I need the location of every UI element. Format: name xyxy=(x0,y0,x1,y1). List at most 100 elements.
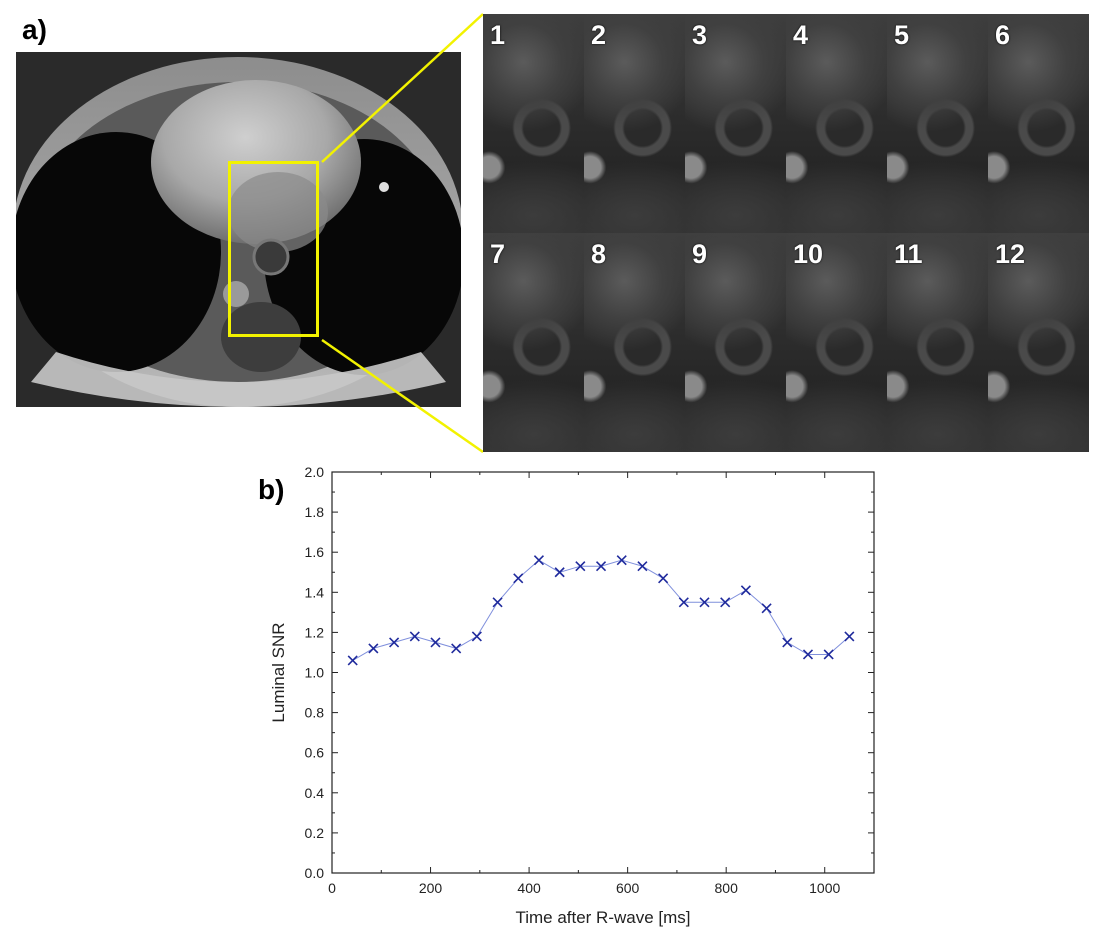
cine-frame: 7 xyxy=(483,233,584,452)
data-point xyxy=(513,573,524,584)
data-point-stroke xyxy=(430,637,441,648)
x-tick-label: 600 xyxy=(616,880,640,896)
data-point-stroke xyxy=(575,561,586,572)
data-point xyxy=(533,555,545,566)
cine-frame: 11 xyxy=(887,233,988,452)
frame-number: 12 xyxy=(995,239,1026,269)
y-tick-label: 1.0 xyxy=(305,665,325,681)
x-tick-label: 200 xyxy=(419,880,443,896)
data-point-stroke xyxy=(409,631,420,642)
data-point-stroke xyxy=(554,567,565,578)
data-point xyxy=(802,649,814,660)
data-point xyxy=(637,561,648,572)
snr-line-chart: 0.0 0.2 0.4 0.6 0.8 1.0 1.2 1.4 1.6 1.8 2.0 0 200 400… xyxy=(269,464,875,927)
data-point xyxy=(761,603,772,614)
y-tick-label: 1.8 xyxy=(305,504,325,520)
data-point xyxy=(782,637,793,648)
frame-number: 7 xyxy=(490,239,506,269)
data-point xyxy=(492,597,503,608)
data-point xyxy=(658,573,669,584)
data-point xyxy=(554,567,565,578)
data-point-stroke xyxy=(513,573,524,584)
data-point xyxy=(678,597,689,608)
y-tick-label: 2.0 xyxy=(305,464,325,480)
cine-frame: 3 xyxy=(685,14,786,233)
frame-number: 11 xyxy=(894,239,923,269)
plot-frame xyxy=(331,471,875,874)
data-point xyxy=(595,561,607,572)
data-point-stroke xyxy=(637,561,648,572)
data-point-stroke xyxy=(492,597,503,608)
cine-frame: 10 xyxy=(786,233,887,452)
mri-axial-image xyxy=(16,52,461,407)
frame-number: 2 xyxy=(591,20,607,50)
y-tick-label: 1.2 xyxy=(305,624,325,640)
data-point-stroke xyxy=(533,555,545,566)
x-tick-label: 0 xyxy=(328,880,336,896)
data-point xyxy=(409,631,420,642)
y-tick-label: 0.6 xyxy=(305,745,325,761)
data-point xyxy=(575,561,586,572)
data-point-stroke xyxy=(389,637,400,648)
data-point xyxy=(844,631,855,642)
data-point-stroke xyxy=(451,643,462,654)
cine-frame-grid: 1 2 3 4 5 6 7 8 9 10 11 12 xyxy=(483,14,1089,452)
data-point-stroke xyxy=(658,573,669,584)
data-point-stroke xyxy=(823,649,834,660)
data-point xyxy=(430,637,441,648)
data-point xyxy=(699,597,710,608)
y-tick-label: 0.8 xyxy=(305,705,325,721)
data-point xyxy=(720,597,731,608)
data-point-stroke xyxy=(782,637,793,648)
data-point xyxy=(471,631,482,642)
cine-frame: 5 xyxy=(887,14,988,233)
cine-frame: 2 xyxy=(584,14,685,233)
frame-number: 3 xyxy=(692,20,708,50)
cine-frame: 4 xyxy=(786,14,887,233)
data-point-stroke xyxy=(720,597,731,608)
frame-number: 5 xyxy=(894,20,910,50)
roi-box xyxy=(228,161,319,337)
cine-frame: 8 xyxy=(584,233,685,452)
y-tick-label: 0.2 xyxy=(305,825,325,841)
data-point xyxy=(451,643,462,654)
data-point-stroke xyxy=(678,597,689,608)
data-point-stroke xyxy=(844,631,855,642)
cine-frame: 9 xyxy=(685,233,786,452)
y-axis-title: Luminal SNR xyxy=(269,622,288,722)
cine-frame: 12 xyxy=(988,233,1089,452)
data-point-stroke xyxy=(347,655,358,666)
data-point xyxy=(389,637,400,648)
frame-number: 8 xyxy=(591,239,607,269)
data-point-stroke xyxy=(616,555,627,566)
frame-number: 4 xyxy=(793,20,809,50)
x-tick-label: 400 xyxy=(517,880,541,896)
cine-frame: 1 xyxy=(483,14,584,233)
data-point-stroke xyxy=(471,631,482,642)
y-tick-label: 1.4 xyxy=(305,584,325,600)
frame-number: 6 xyxy=(995,20,1011,50)
y-tick-label: 1.6 xyxy=(305,544,325,560)
series-line xyxy=(352,559,850,661)
data-point-stroke xyxy=(802,649,814,660)
cine-frame: 6 xyxy=(988,14,1089,233)
frame-number: 10 xyxy=(793,239,824,269)
y-tick-label: 0.4 xyxy=(305,785,325,801)
data-point xyxy=(616,555,627,566)
data-point xyxy=(740,585,751,596)
x-tick-label: 1000 xyxy=(809,880,840,896)
data-point-stroke xyxy=(740,585,751,596)
data-point xyxy=(347,655,358,666)
x-tick-label: 800 xyxy=(715,880,739,896)
y-tick-label: 0.0 xyxy=(305,865,325,881)
data-point xyxy=(368,643,379,654)
panel-a-label: a) xyxy=(22,14,47,45)
frame-number: 9 xyxy=(692,239,708,269)
panel-b-label: b) xyxy=(258,474,285,505)
data-point-stroke xyxy=(368,643,379,654)
frame-number: 1 xyxy=(490,20,506,50)
data-point-stroke xyxy=(595,561,607,572)
data-point xyxy=(823,649,834,660)
data-point-stroke xyxy=(699,597,710,608)
data-point-stroke xyxy=(761,603,772,614)
